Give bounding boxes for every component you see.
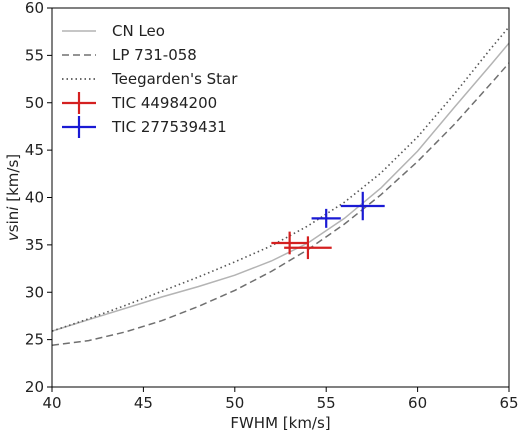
legend-entry-4: TIC 277539431	[62, 116, 227, 138]
data-point-1-0	[311, 208, 341, 228]
y-tick-label: 25	[25, 331, 44, 349]
data-point-0-0	[271, 231, 308, 255]
y-tick-label: 20	[25, 378, 44, 396]
x-tick-label: 50	[225, 394, 244, 412]
x-tick-label: 45	[134, 394, 153, 412]
legend-entry-3: TIC 44984200	[62, 92, 217, 114]
legend: CN Leo LP 731-058 Teegarden's Star TIC 4498…	[62, 22, 238, 138]
y-tick-label: 45	[25, 141, 44, 159]
points-layer	[271, 191, 385, 260]
legend-label: LP 731-058	[112, 46, 197, 64]
legend-label: TIC 44984200	[111, 94, 217, 112]
y-tick-label: 30	[25, 283, 44, 301]
y-tick-label: 35	[25, 236, 44, 254]
x-tick-label: 65	[499, 394, 518, 412]
legend-entry-2: Teegarden's Star	[62, 70, 238, 88]
series-line-1	[52, 62, 509, 347]
legend-entry-0: CN Leo	[62, 22, 165, 40]
legend-swatch	[62, 92, 96, 114]
ticks-layer: 40 45 50 55 60 65 20 25 30 35 40 45 50 55 60	[25, 0, 519, 412]
data-point-1-1	[340, 191, 385, 221]
legend-label: CN Leo	[112, 22, 165, 40]
y-tick-label: 60	[25, 0, 44, 17]
legend-label: Teegarden's Star	[111, 70, 238, 88]
legend-label: TIC 277539431	[111, 118, 227, 136]
y-tick-label: 40	[25, 189, 44, 207]
y-tick-label: 50	[25, 94, 44, 112]
data-point-0-1	[284, 236, 332, 260]
x-tick-label: 60	[408, 394, 427, 412]
x-tick-label: 40	[42, 394, 61, 412]
y-axis-label: vsini [km/s]	[4, 154, 22, 241]
y-tick-label: 55	[25, 46, 44, 64]
legend-swatch	[62, 116, 96, 138]
x-axis-label: FWHM [km/s]	[230, 414, 330, 432]
legend-entry-1: LP 731-058	[62, 46, 197, 64]
x-tick-label: 55	[317, 394, 336, 412]
